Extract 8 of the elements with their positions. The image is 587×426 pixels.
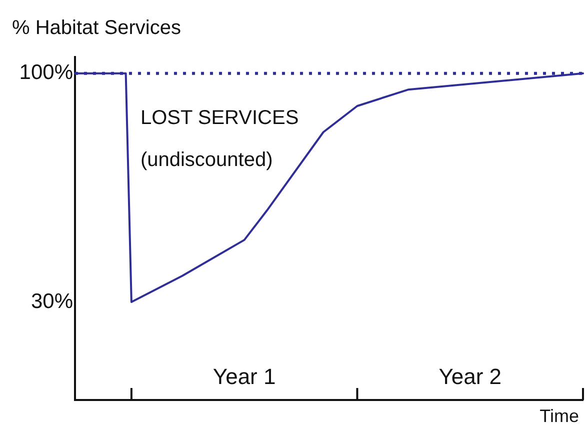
y-tick-label: 100%	[19, 61, 73, 84]
x-tick-label: Year 1	[212, 364, 276, 389]
x-axis-title: Time	[540, 406, 579, 426]
y-tick-label: 30%	[30, 290, 73, 313]
y-axis-title: % Habitat Services	[12, 17, 181, 39]
annotation: (undiscounted)	[140, 149, 273, 171]
x-tick-label: Year 2	[438, 364, 502, 389]
annotation: LOST SERVICES	[140, 107, 299, 129]
